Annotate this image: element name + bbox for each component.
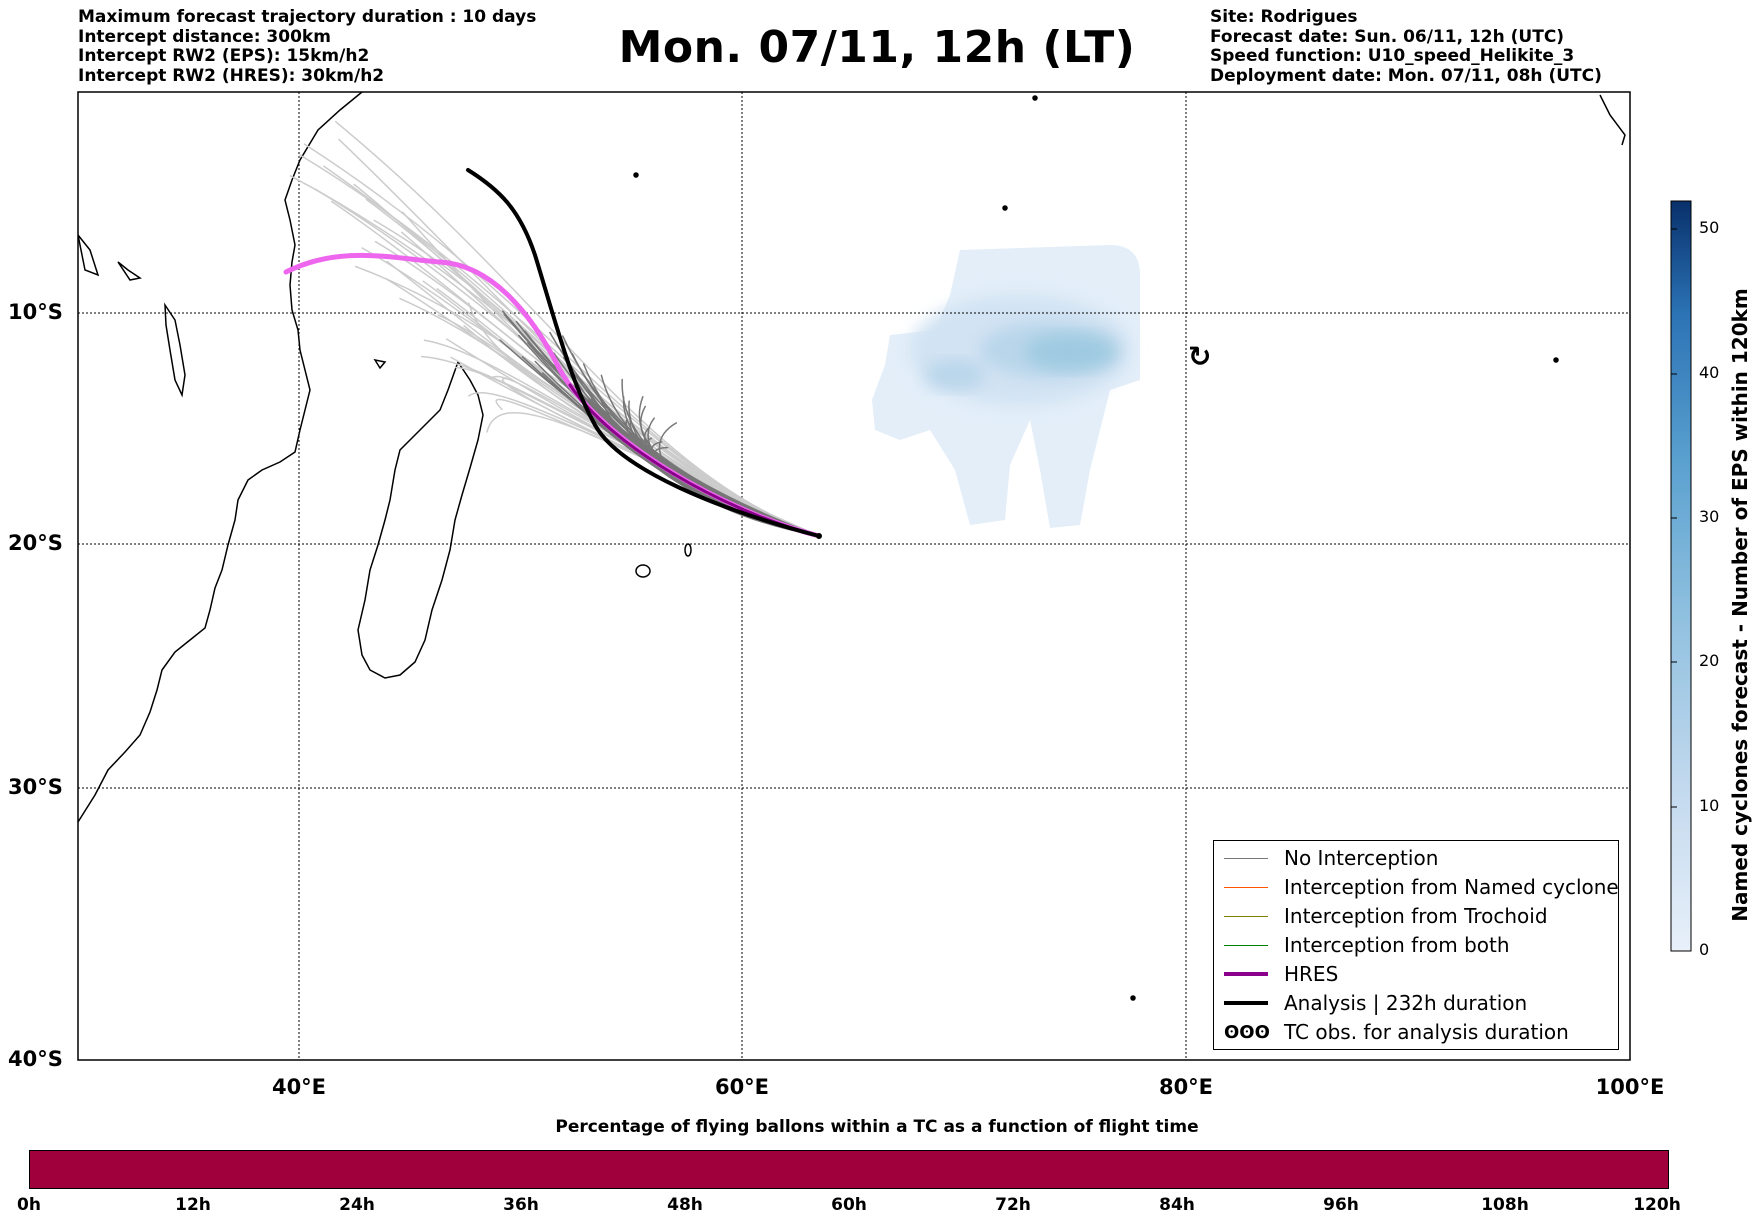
legend-label: TC obs. for analysis duration: [1284, 1020, 1569, 1044]
lon-tick-label: 40°E: [271, 1075, 327, 1099]
graticule: [78, 92, 1630, 1060]
colorbar-tick-label: 0: [1699, 940, 1710, 959]
flight-time-tick-label: 36h: [503, 1195, 539, 1215]
colorbar-tick-label: 10: [1699, 796, 1720, 815]
header-right-line: Forecast date: Sun. 06/11, 12h (UTC): [1210, 26, 1565, 47]
flight-time-tick-label: 120h: [1633, 1195, 1681, 1215]
colorbar: [1670, 200, 1692, 952]
trajectory-hres-highlight: [283, 252, 822, 539]
legend-label: Analysis | 232h duration: [1284, 991, 1528, 1015]
trajectory-no-interception: [502, 310, 820, 537]
trajectory-no-interception: [499, 339, 820, 537]
lat-tick-label: 10°S: [8, 300, 63, 324]
trajectory-no-interception: [622, 396, 820, 537]
header-right-line: Site: Rodrigues: [1210, 7, 1358, 27]
lon-tick-label: 80°E: [1158, 1075, 1214, 1099]
legend-label: HRES: [1284, 962, 1339, 986]
legend-label: Interception from both: [1284, 933, 1510, 957]
legend-line-no-interception: [1224, 857, 1268, 859]
header-left-line: Maximum forecast trajectory duration : 1…: [78, 7, 537, 27]
trajectory-ensemble: [283, 121, 822, 539]
header-left-line: Intercept distance: 300km: [78, 26, 331, 47]
trajectory-no-interception: [353, 183, 820, 537]
trajectory-no-interception: [338, 138, 820, 537]
lat-tick-label: 20°S: [8, 531, 63, 555]
flight-time-tick-label: 24h: [339, 1195, 375, 1215]
legend-line-trochoid: [1224, 915, 1268, 917]
flight-time-tick-label: 0h: [17, 1195, 41, 1215]
cyclone-symbol-icon: ↻: [1188, 340, 1212, 373]
map-title: Mon. 07/11, 12h (LT): [618, 22, 1136, 73]
flight-time-tick-label: 48h: [667, 1195, 703, 1215]
trajectory-no-interception: [540, 350, 820, 537]
legend-label: Interception from Trochoid: [1284, 904, 1548, 928]
legend-line-named-cyclone: [1224, 886, 1268, 888]
flight-time-tick-label: 72h: [995, 1195, 1031, 1215]
lon-tick-label: 100°E: [1595, 1075, 1665, 1099]
lon-tick-label: 60°E: [714, 1075, 770, 1099]
trajectory-no-interception: [600, 374, 820, 537]
trajectory-no-interception: [603, 403, 820, 537]
trajectory-no-interception: [299, 154, 820, 537]
header-right-line: Speed function: U10_speed_Helikite_3: [1210, 46, 1575, 66]
trajectory-no-interception: [486, 412, 820, 537]
header-left-line: Intercept RW2 (HRES): 30km/h2: [78, 65, 385, 86]
legend-item: HRES: [1224, 962, 1338, 986]
legend-label: No Interception: [1284, 846, 1439, 870]
trajectory-no-interception: [384, 277, 820, 537]
header-right: Site: Rodrigues Forecast date: Sun. 06/1…: [1210, 7, 1602, 86]
colorbar-label: Named cyclones forecast - Number of EPS …: [1728, 288, 1752, 922]
flight-time-tick-label: 84h: [1159, 1195, 1195, 1215]
legend-item: Interception from Trochoid: [1224, 904, 1548, 928]
flight-time-bar-title: Percentage of flying ballons within a TC…: [555, 1117, 1199, 1137]
legend-item: Interception from both: [1224, 933, 1510, 957]
trajectory-no-interception: [651, 441, 820, 537]
trajectory-no-interception: [373, 219, 820, 537]
legend-item: ʘʘʘ TC obs. for analysis duration: [1224, 1020, 1569, 1044]
coastline: [78, 92, 1626, 1001]
trajectory-no-interception: [400, 231, 820, 537]
colorbar-tick-label: 40: [1699, 363, 1720, 382]
trajectory-analysis: [466, 168, 821, 538]
legend-line-hres: [1224, 972, 1268, 976]
flight-time-tick-label: 60h: [831, 1195, 867, 1215]
flight-time-tick-label: 12h: [175, 1195, 211, 1215]
tc-obs-icon: ʘʘʘ: [1224, 1021, 1270, 1043]
flight-time-tick-label: 96h: [1323, 1195, 1359, 1215]
colorbar-tick-label: 20: [1699, 651, 1720, 670]
header-left: Maximum forecast trajectory duration : 1…: [78, 7, 537, 86]
flight-time-tick-label: 108h: [1481, 1195, 1529, 1215]
legend-item: Interception from Named cyclone: [1224, 875, 1619, 899]
legend-line-analysis: [1224, 1001, 1268, 1005]
lat-tick-label: 30°S: [8, 775, 63, 799]
trajectory-no-interception: [401, 211, 820, 537]
colorbar-tick-label: 50: [1699, 218, 1720, 237]
legend-label: Interception from Named cyclone: [1284, 875, 1619, 899]
trajectory-no-interception: [335, 121, 820, 537]
header-left-line: Intercept RW2 (EPS): 15km/h2: [78, 46, 370, 66]
legend: No Interception Interception from Named …: [1213, 840, 1619, 1050]
cyclone-density-field: [872, 245, 1140, 528]
legend-line-both: [1224, 944, 1268, 946]
legend-item: Analysis | 232h duration: [1224, 991, 1527, 1015]
header-right-line: Deployment date: Mon. 07/11, 08h (UTC): [1210, 65, 1602, 86]
flight-time-bar: [29, 1150, 1669, 1189]
colorbar-gradient: [1670, 200, 1692, 952]
release-point-marker: [816, 533, 822, 539]
trajectory-no-interception: [562, 357, 820, 537]
colorbar-tick-label: 30: [1699, 507, 1720, 526]
trajectory-no-interception: [658, 422, 820, 537]
legend-item: No Interception: [1224, 846, 1438, 870]
map-frame: [77, 91, 1631, 1061]
lat-tick-label: 40°S: [8, 1047, 63, 1071]
